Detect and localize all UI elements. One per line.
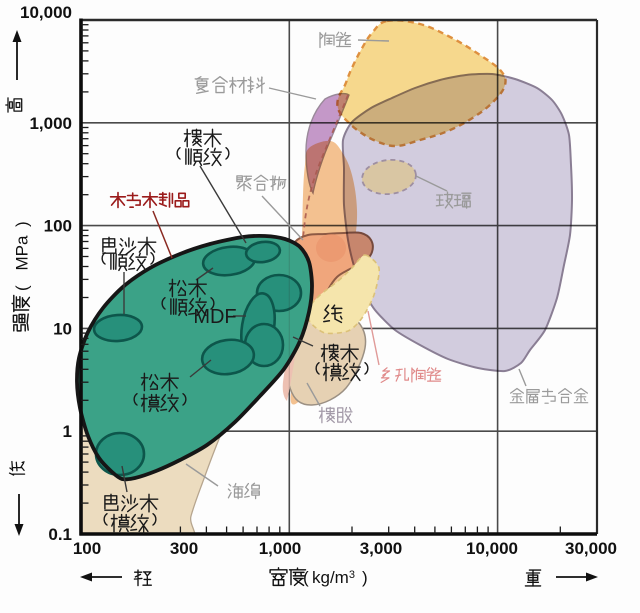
svg-text:kg/m3: kg/m3 xyxy=(312,568,360,587)
svg-text:MPa: MPa xyxy=(13,235,32,271)
svg-text:0.1: 0.1 xyxy=(48,525,72,544)
svg-text:): ) xyxy=(362,568,368,587)
svg-text:300: 300 xyxy=(170,539,198,558)
svg-text:(: ( xyxy=(303,568,309,587)
svg-text:MDF: MDF xyxy=(193,306,236,328)
svg-text:): ) xyxy=(13,221,32,227)
svg-text:10: 10 xyxy=(53,319,72,338)
svg-text:1: 1 xyxy=(63,422,72,441)
svg-text:100: 100 xyxy=(73,539,101,558)
svg-text:10,000: 10,000 xyxy=(20,3,72,22)
svg-text:30,000: 30,000 xyxy=(565,539,617,558)
svg-text:100: 100 xyxy=(44,217,72,236)
svg-text:1,000: 1,000 xyxy=(29,114,72,133)
svg-text:3,000: 3,000 xyxy=(360,539,403,558)
svg-text:(: ( xyxy=(13,285,32,291)
svg-text:10,000: 10,000 xyxy=(466,539,518,558)
svg-text:1,000: 1,000 xyxy=(259,539,302,558)
